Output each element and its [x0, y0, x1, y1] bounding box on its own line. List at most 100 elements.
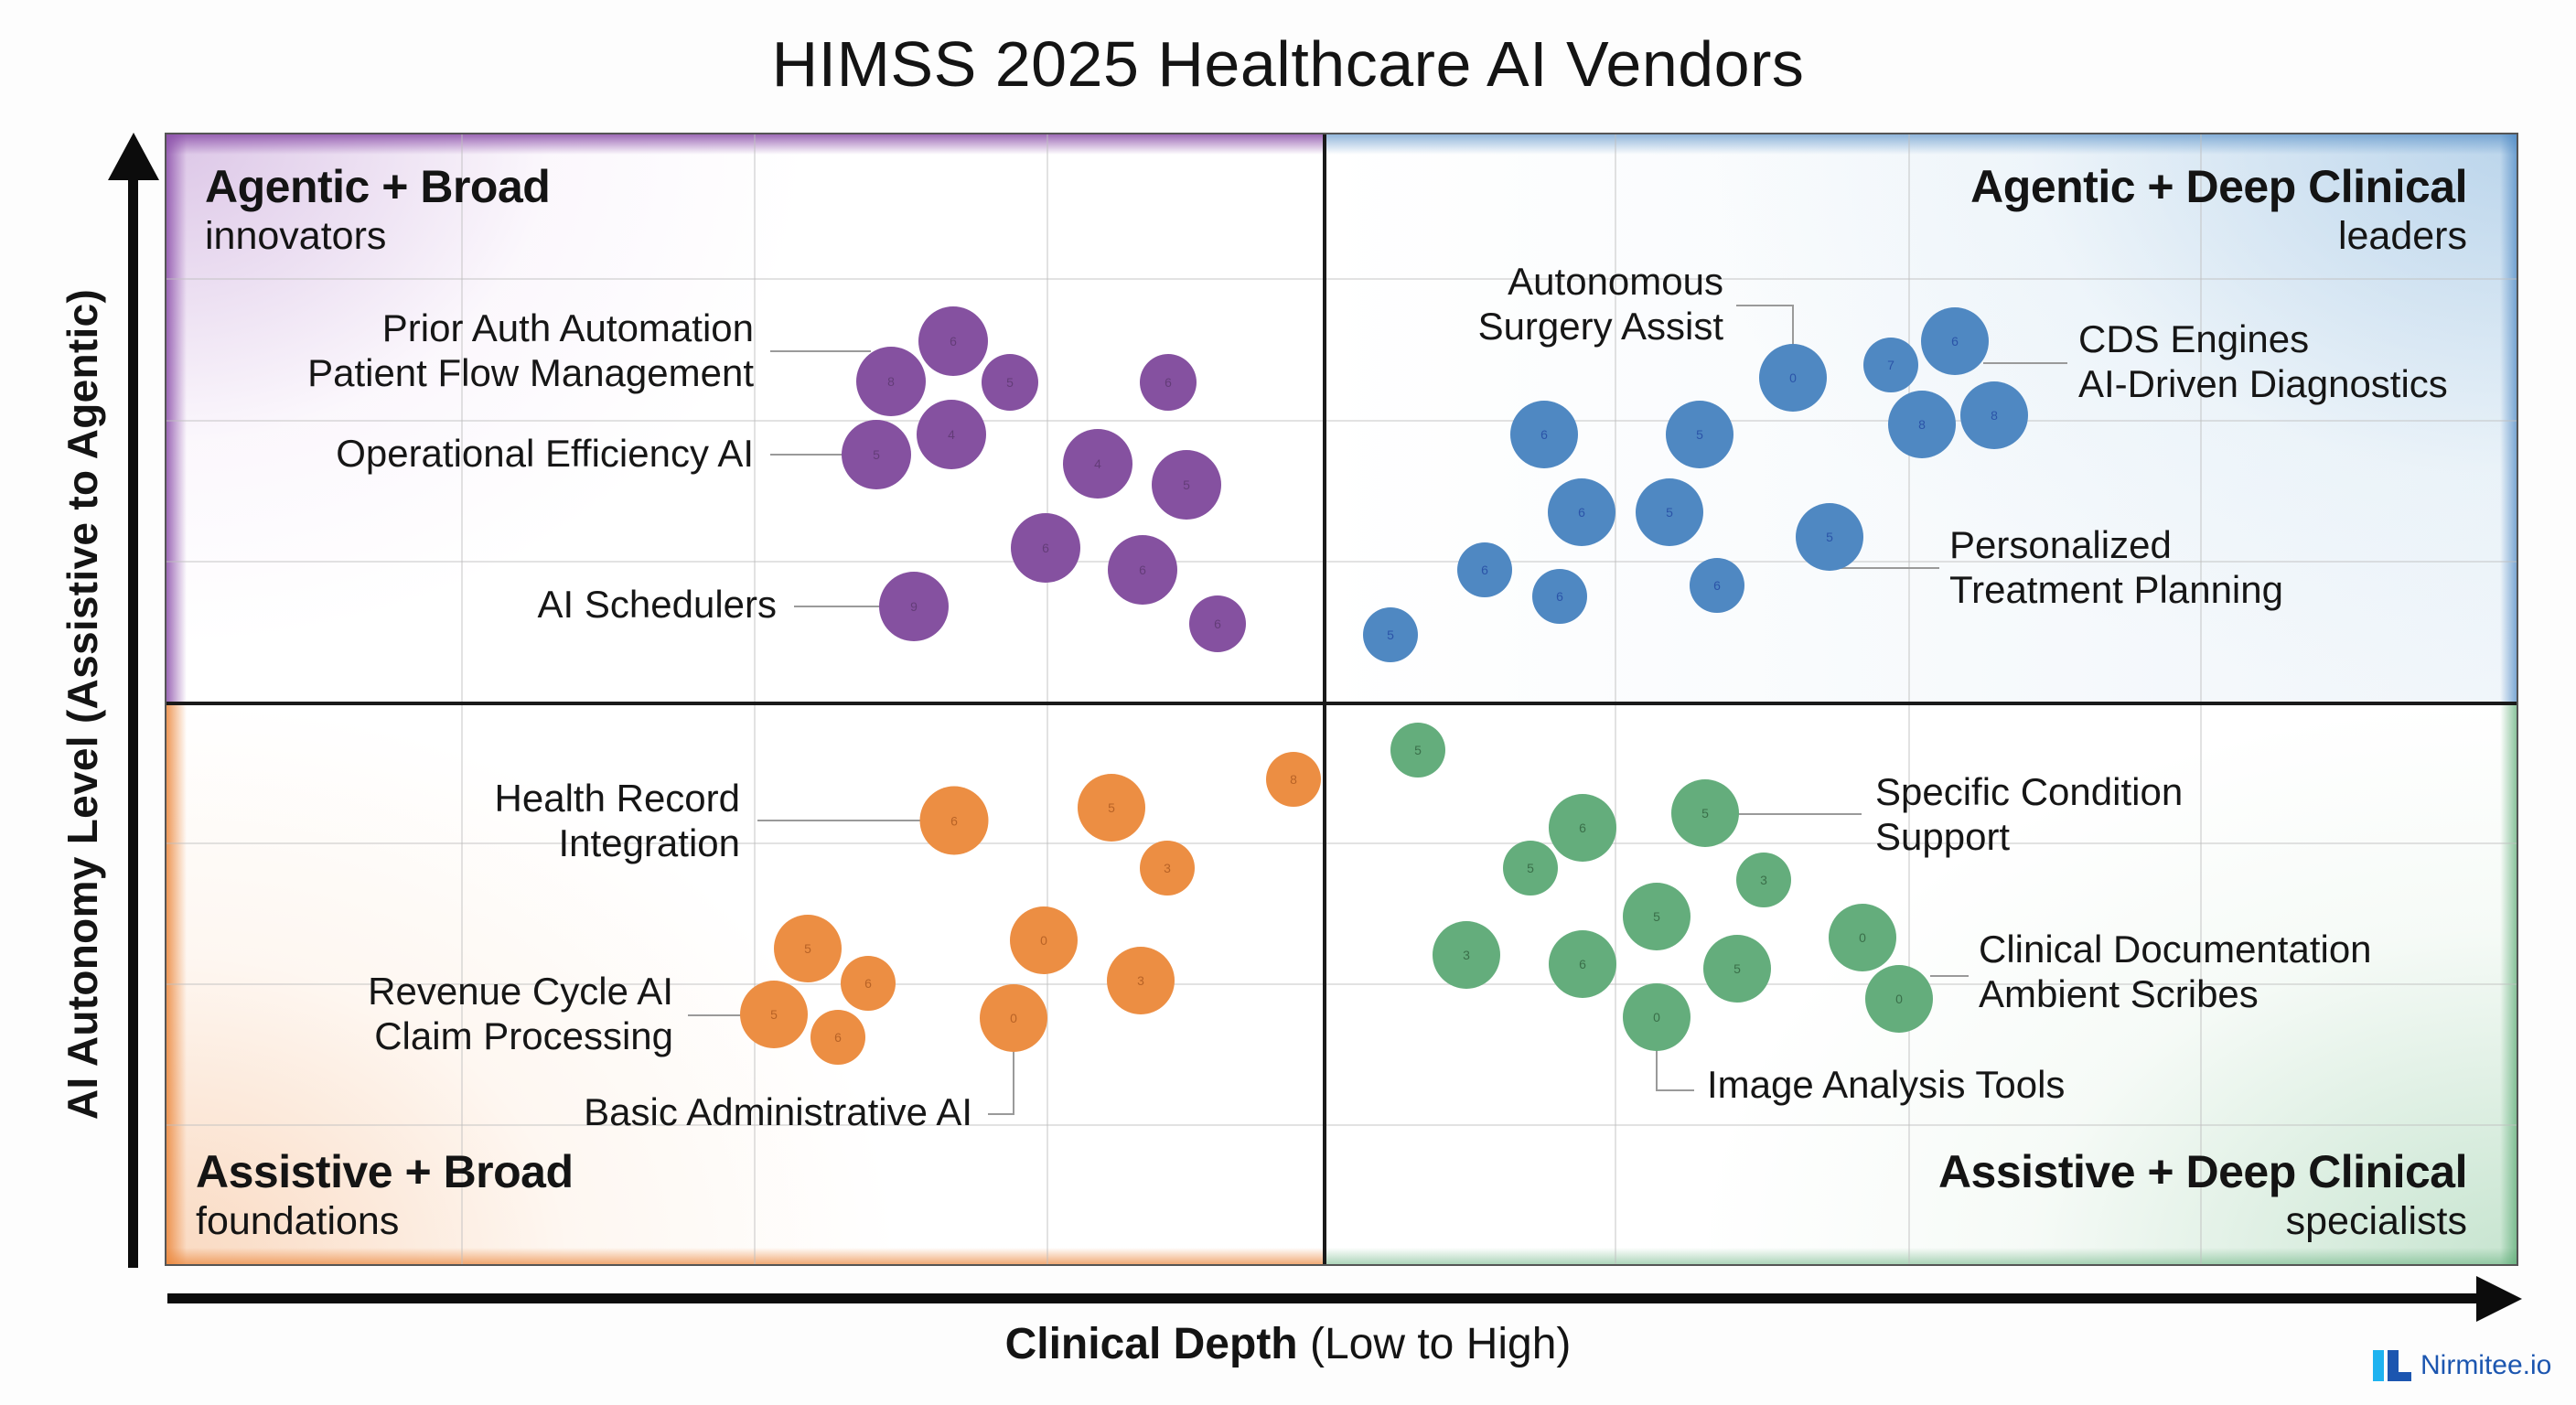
label-line: CDS Engines [2078, 317, 2310, 360]
bubble[interactable]: 5 [774, 915, 842, 982]
bubble[interactable]: 6 [1189, 595, 1246, 652]
grid-line [166, 561, 2517, 563]
label-line: Support [1875, 815, 2011, 858]
bubble-personalized-treatment[interactable]: 5 [1796, 503, 1863, 571]
label-line: Specific Condition [1875, 770, 2184, 813]
bubble[interactable]: 5 [1390, 723, 1445, 778]
grid-line [1908, 134, 1910, 1264]
quadrant-subtitle: leaders [2337, 214, 2467, 258]
bubble[interactable]: 6 [1549, 930, 1616, 998]
quadrant-title: Agentic + Deep Clinical [1970, 161, 2467, 212]
bubble[interactable]: 0 [1010, 906, 1078, 974]
x-axis-line [167, 1293, 2482, 1303]
bubble-ambient-scribes[interactable]: 0 [1865, 965, 1933, 1033]
bubble[interactable]: 6 [841, 956, 896, 1011]
bubble-cds-engines[interactable]: 6 [1921, 307, 1989, 375]
leader-line [1736, 305, 1793, 306]
label-line: Personalized [1949, 523, 2172, 566]
label-basic-admin: Basic Administrative AI [584, 1090, 972, 1133]
x-axis-label-bold: Clinical Depth [1004, 1320, 1298, 1368]
label-line: Revenue Cycle AI [368, 970, 673, 1013]
bubble-claim-processing[interactable]: 6 [810, 1010, 865, 1065]
bubble-image-analysis[interactable]: 0 [1623, 983, 1690, 1051]
bubble-health-record-integration[interactable]: 6 [919, 786, 989, 855]
leader-line [1930, 975, 1969, 977]
bubble-clinical-documentation[interactable]: 0 [1829, 904, 1896, 971]
chart-title: HIMSS 2025 Healthcare AI Vendors [771, 28, 1805, 100]
bubble[interactable]: 5 [982, 354, 1038, 411]
bubble[interactable]: 5 [1152, 450, 1221, 520]
bubble[interactable]: 3 [1736, 853, 1791, 907]
bubble[interactable]: 5 [1078, 774, 1145, 842]
bubble-ai-diagnostics[interactable]: 8 [1960, 381, 2028, 449]
grid-line [461, 134, 463, 1264]
bubble[interactable]: 3 [1107, 947, 1175, 1014]
bubble[interactable]: 5 [1363, 607, 1418, 662]
bubble[interactable]: 3 [1140, 841, 1195, 896]
leader-line [757, 820, 922, 821]
bubble[interactable]: 5 [1503, 841, 1558, 896]
bubble[interactable]: 6 [1108, 535, 1177, 605]
label-revenue-cycle: Revenue Cycle AI Claim Processing [368, 969, 673, 1058]
leader-line [988, 1113, 1014, 1115]
grid-line [166, 1124, 2517, 1126]
label-image-analysis: Image Analysis Tools [1707, 1063, 2066, 1106]
leader-line [770, 350, 871, 352]
bubble-operational-efficiency[interactable]: 5 [842, 420, 911, 489]
leader-line [770, 454, 843, 456]
bubble-revenue-cycle[interactable]: 5 [740, 981, 808, 1048]
bubble[interactable]: 6 [1140, 354, 1197, 411]
bubble[interactable]: 6 [1510, 401, 1578, 468]
label-cds-engines: CDS Engines AI-Driven Diagnostics [2078, 316, 2448, 406]
quadrant-divider-vertical [1323, 134, 1326, 1264]
label-personalized-treatment: Personalized Treatment Planning [1949, 522, 2283, 612]
quadrant-agentic-broad [166, 134, 1325, 702]
bubble[interactable]: 8 [1266, 752, 1321, 807]
bubble[interactable]: 6 [1549, 794, 1616, 862]
grid-line [166, 278, 2517, 280]
bubble[interactable]: 5 [1636, 478, 1703, 546]
leader-line [688, 1014, 743, 1016]
bubble[interactable]: 7 [1863, 338, 1918, 392]
bubble-autonomous-surgery[interactable]: 0 [1759, 344, 1827, 412]
label-line: Prior Auth Automation [381, 306, 754, 349]
y-axis-arrow-icon [108, 133, 159, 180]
bubble-ai-schedulers[interactable]: 9 [879, 572, 949, 641]
bubble-specific-condition[interactable]: 5 [1671, 779, 1739, 847]
bubble[interactable]: 4 [1063, 429, 1132, 499]
bubble[interactable]: 4 [917, 400, 986, 469]
bubble[interactable]: 6 [1548, 478, 1615, 546]
bubble[interactable]: 6 [1457, 542, 1512, 597]
grid-line [1615, 134, 1616, 1264]
bubble-prior-auth[interactable]: 6 [918, 306, 988, 376]
bubble[interactable]: 6 [1532, 569, 1587, 624]
quadrant-label-top-right: Agentic + Deep Clinical leaders [1970, 164, 2467, 256]
label-specific-condition: Specific Condition Support [1875, 769, 2183, 859]
bubble[interactable]: 3 [1433, 921, 1500, 989]
bubble[interactable]: 6 [1011, 513, 1080, 583]
leader-line [794, 606, 881, 607]
grid-line [166, 983, 2517, 985]
leader-line [1792, 305, 1794, 345]
bubble[interactable]: 8 [1888, 391, 1956, 458]
grid-line [2200, 134, 2202, 1264]
quadrant-title: Agentic + Broad [205, 161, 551, 212]
nirmitee-logo-icon [2373, 1350, 2411, 1381]
bubble[interactable]: 5 [1623, 883, 1690, 950]
x-axis-arrow-icon [2476, 1276, 2522, 1322]
label-operational-efficiency: Operational Efficiency AI [336, 432, 754, 475]
x-axis-label: Clinical Depth (Low to High) [0, 1317, 2576, 1372]
label-line: Patient Flow Management [307, 351, 754, 394]
bubble[interactable]: 6 [1690, 558, 1744, 613]
quadrant-label-top-left: Agentic + Broad innovators [205, 161, 551, 258]
bubble[interactable]: 5 [1703, 935, 1771, 1003]
bubble-basic-admin[interactable]: 0 [980, 984, 1047, 1052]
y-axis-label: AI Autonomy Level (Assistive to Agentic) [59, 288, 106, 1121]
plot-area: Agentic + Broad innovators Agentic + Dee… [165, 133, 2518, 1266]
leader-line [1656, 1089, 1694, 1091]
label-line: Clinical Documentation [1979, 928, 2372, 971]
quadrant-subtitle: innovators [205, 214, 387, 258]
bubble[interactable]: 5 [1666, 401, 1733, 468]
bubble-patient-flow[interactable]: 8 [856, 347, 926, 416]
y-axis-line [128, 174, 138, 1268]
